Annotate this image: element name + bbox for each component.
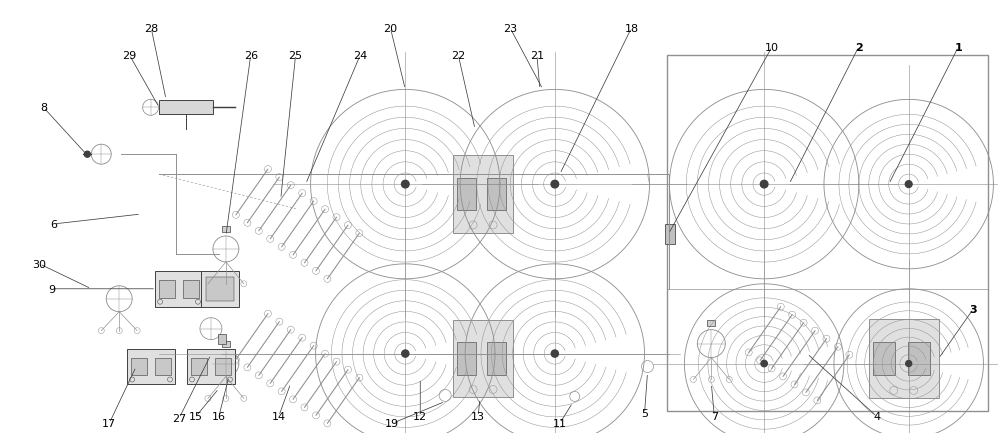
Text: 22: 22 [451,50,465,60]
Text: 19: 19 [385,418,399,428]
Text: 2: 2 [855,43,863,53]
Text: 30: 30 [32,259,46,269]
Bar [155,271,203,307]
Bar [457,178,476,211]
Circle shape [402,350,409,357]
Text: 9: 9 [48,284,55,294]
Text: 15: 15 [189,411,203,421]
Text: 18: 18 [625,23,639,33]
Text: 12: 12 [413,411,427,421]
Circle shape [402,181,409,188]
Bar [487,178,506,211]
Bar [191,358,207,375]
Bar [206,277,234,301]
Text: 10: 10 [765,43,779,53]
Bar [667,56,988,411]
Bar [201,271,239,307]
Bar [222,227,230,233]
Bar [183,280,199,298]
Circle shape [761,361,767,367]
Bar [665,224,675,244]
Text: 28: 28 [144,23,158,33]
Text: 24: 24 [353,50,368,60]
Bar [218,334,226,344]
Text: 14: 14 [272,411,286,421]
Text: 16: 16 [212,411,226,421]
Text: 20: 20 [383,23,397,33]
Bar [159,101,213,115]
Bar [453,156,513,233]
Bar [222,341,230,347]
Circle shape [551,181,559,188]
Bar [155,358,171,375]
Bar [869,319,939,398]
Bar [908,342,930,375]
Text: 6: 6 [50,220,57,230]
Bar [873,342,895,375]
Text: 21: 21 [530,50,544,60]
Text: 29: 29 [122,50,136,60]
Text: 3: 3 [970,304,977,314]
Text: 1: 1 [955,43,962,53]
Text: 5: 5 [641,408,648,418]
Text: 13: 13 [471,411,485,421]
Bar [215,358,231,375]
Bar [127,349,175,385]
Bar [159,280,175,298]
Text: 25: 25 [289,50,303,60]
Bar [487,342,506,375]
Text: 11: 11 [553,418,567,428]
Text: 4: 4 [873,411,880,421]
Circle shape [760,181,768,188]
Text: 26: 26 [244,50,258,60]
Text: 7: 7 [711,411,718,421]
Circle shape [84,152,90,158]
Bar [187,349,235,385]
Text: 17: 17 [102,418,116,428]
Circle shape [905,181,912,188]
Circle shape [906,361,912,367]
Bar [707,320,715,326]
Bar [453,320,513,398]
Text: 27: 27 [172,414,186,424]
Bar [131,358,147,375]
Text: 8: 8 [40,103,47,113]
Circle shape [551,350,558,357]
Text: 23: 23 [503,23,517,33]
Bar [457,342,476,375]
